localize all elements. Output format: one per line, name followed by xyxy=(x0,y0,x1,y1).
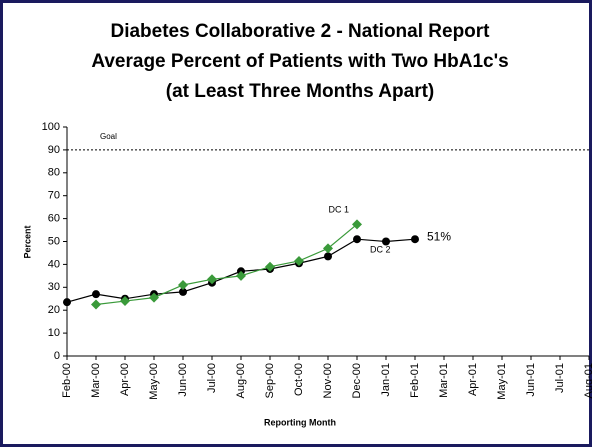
point xyxy=(323,243,333,254)
y-tick-label: 100 xyxy=(42,121,60,133)
point xyxy=(179,287,187,296)
point xyxy=(236,270,246,281)
series-label: DC 2 xyxy=(370,245,391,255)
point xyxy=(91,299,101,310)
y-tick-label: 90 xyxy=(48,144,60,156)
x-tick-label: Feb-01 xyxy=(409,363,421,398)
point xyxy=(382,237,390,246)
x-tick-label: Mar-00 xyxy=(90,363,102,398)
x-tick-label: May-01 xyxy=(496,363,508,400)
y-tick-label: 80 xyxy=(48,167,60,179)
x-tick-label: Jul-01 xyxy=(554,363,566,393)
value-label: 51% xyxy=(427,229,451,243)
x-tick-label: Feb-00 xyxy=(61,363,73,398)
point xyxy=(120,296,130,307)
x-tick-label: Aug-01 xyxy=(583,363,592,398)
x-tick-label: Nov-00 xyxy=(322,363,334,398)
x-tick-label: Mar-01 xyxy=(438,363,450,398)
x-tick-label: Aug-00 xyxy=(235,363,247,398)
x-tick-label: Jan-01 xyxy=(380,363,392,397)
x-axis-title: Reporting Month xyxy=(264,417,336,427)
x-tick-label: Jun-00 xyxy=(177,363,189,397)
y-tick-label: 40 xyxy=(48,258,60,270)
point xyxy=(294,255,304,266)
y-tick-label: 10 xyxy=(48,327,60,339)
y-axis-title: Percent xyxy=(22,225,32,258)
x-tick-label: Jul-00 xyxy=(206,363,218,393)
series-line xyxy=(95,223,358,306)
x-tick-label: Apr-00 xyxy=(119,363,131,396)
point xyxy=(265,261,275,272)
point xyxy=(352,219,362,230)
x-tick-label: Apr-01 xyxy=(467,363,479,396)
goal-label: Goal xyxy=(100,132,117,141)
y-tick-label: 50 xyxy=(48,235,60,247)
chart-title: Average Percent of Patients with Two HbA… xyxy=(91,51,508,72)
point xyxy=(63,298,71,307)
y-tick-label: 0 xyxy=(54,350,60,362)
y-tick-label: 70 xyxy=(48,190,60,202)
point xyxy=(149,292,159,303)
point xyxy=(92,290,100,299)
point xyxy=(324,252,332,261)
series-label: DC 1 xyxy=(328,205,349,215)
x-tick-label: Sep-00 xyxy=(264,363,276,398)
point xyxy=(353,235,361,244)
y-tick-label: 30 xyxy=(48,281,60,293)
point xyxy=(178,280,188,291)
x-tick-label: Jun-01 xyxy=(525,363,537,397)
x-tick-label: Dec-00 xyxy=(351,363,363,398)
x-tick-label: May-00 xyxy=(148,363,160,400)
chart-title: Diabetes Collaborative 2 - National Repo… xyxy=(110,21,490,42)
y-tick-label: 60 xyxy=(48,213,60,225)
point xyxy=(411,235,419,244)
point xyxy=(207,274,217,285)
chart-title: (at Least Three Months Apart) xyxy=(166,81,435,102)
y-tick-label: 20 xyxy=(48,304,60,316)
x-tick-label: Oct-00 xyxy=(293,363,305,396)
